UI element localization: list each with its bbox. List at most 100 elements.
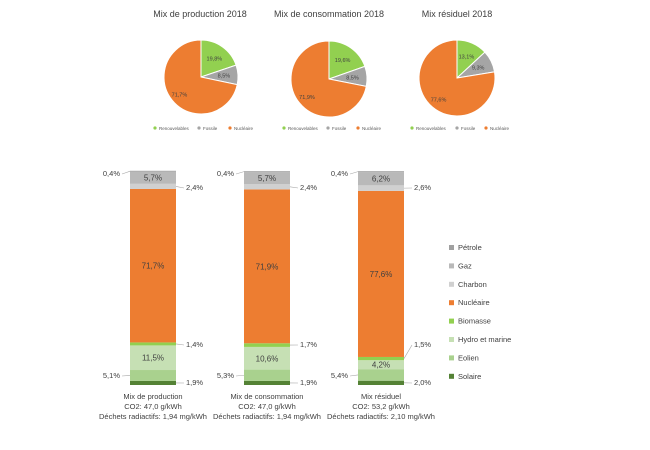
pie-slice-nuclaire: [163, 39, 238, 115]
bar-segment-gaz: [358, 172, 404, 186]
legend-marker: [282, 126, 286, 130]
legend-marker: [153, 126, 157, 130]
pie-slice-label: 8,5%: [218, 74, 231, 80]
bar-data-label: 1,9%: [186, 378, 203, 387]
legend-marker: [228, 126, 232, 130]
legend-swatch-hydro: [449, 337, 454, 342]
leader-line: [235, 374, 245, 377]
bar-segment-biomasse: [358, 356, 404, 361]
bar-data-label: 0,4%: [217, 169, 234, 178]
bar-segment-hydro: [244, 346, 290, 370]
bar-segment-charbon: [244, 184, 290, 190]
legend-entry: Charbon: [458, 280, 487, 289]
pie-slice-label: 19,6%: [335, 58, 351, 64]
leader-line: [349, 171, 359, 175]
pie-legend-entry: Nucléaire: [234, 126, 254, 131]
leader-line: [289, 186, 299, 189]
category-label: CO2: 53,2 g/kWh: [352, 402, 410, 411]
bar-segment-nucleaire: [358, 190, 404, 357]
bar-data-label: 5,4%: [331, 371, 348, 380]
bar-data-label: 1,9%: [300, 378, 317, 387]
bar-data-label: 2,4%: [186, 183, 203, 192]
leader-line: [403, 344, 413, 359]
legend-entry: Solaire: [458, 372, 481, 381]
bar-data-label: 1,7%: [300, 340, 317, 349]
legend-marker: [484, 126, 488, 130]
bar-data-label: 2,0%: [414, 378, 431, 387]
leader-line: [175, 343, 185, 346]
pie-legend-entry: Renouvelables: [416, 126, 447, 131]
bar-data-label: 71,9%: [256, 262, 279, 271]
bar-segment-nucleaire: [130, 188, 176, 343]
pie-slice-nuclaire: [418, 39, 496, 117]
pie-slice-label: 77,6%: [431, 98, 447, 104]
bar-segment-eolien: [130, 370, 176, 381]
category-label: Déchets radiactifs: 1,94 mg/kWh: [99, 412, 207, 421]
leader-line: [349, 374, 359, 377]
legend-marker: [410, 126, 414, 130]
leader-line: [175, 186, 185, 189]
legend-marker: [455, 126, 459, 130]
bar-data-label: 1,5%: [414, 340, 431, 349]
bar-segment-gaz: [130, 171, 176, 184]
legend-swatch-nucleaire: [449, 300, 454, 306]
legend-swatch-charbon: [449, 281, 454, 287]
pie-legend-entry: Renouvelables: [288, 126, 319, 131]
pie-slice-label: 13,1%: [459, 54, 475, 60]
leader-line: [121, 170, 131, 175]
bar-segment-hydro: [130, 345, 176, 371]
bar-segment-gaz: [244, 172, 290, 185]
pie-legend-entry: Nucléaire: [490, 126, 510, 131]
bar-data-label: 11,5%: [142, 354, 164, 363]
pie-legend-entry: Renouvelables: [159, 126, 190, 131]
stacked-bar-chart: 1,9% 5,1% 11,5% 1,4% 71,7% 2,4% 5,7% 0,4% Mix de…: [99, 169, 511, 421]
legend-swatch-petrole: [449, 245, 454, 250]
legend-entry: Hydro et marine: [458, 335, 511, 344]
bar-segment-eolien: [244, 369, 290, 381]
bar-segment-petrole: [358, 171, 404, 173]
pie-title: Mix résiduel 2018: [422, 9, 493, 19]
bar-segment-solaire: [244, 380, 290, 385]
category-label: Mix résiduel: [361, 392, 401, 401]
pie-slice-label: 71,9%: [299, 95, 315, 101]
bar-segment-solaire: [358, 380, 404, 385]
bar-segment-solaire: [130, 380, 176, 385]
pie-legend-entry: Nucléaire: [362, 126, 382, 131]
category-label: Déchets radiactifs: 2,10 mg/kWh: [327, 412, 435, 421]
bar-segment-charbon: [130, 183, 176, 189]
pie-chart-3: Mix résiduel 2018 13,1% 9,3% 77,6% Renouvela…: [410, 9, 510, 131]
pie-legend-entry: Fossile: [332, 126, 347, 131]
bar-segment-biomasse: [244, 343, 290, 347]
bar-segment-petrole: [244, 171, 290, 173]
legend-swatch-solaire: [449, 373, 454, 379]
pie-legend-entry: Fossile: [461, 126, 476, 131]
bar-segment-nucleaire: [244, 189, 290, 344]
pie-title: Mix de consommation 2018: [274, 9, 384, 19]
leader-line: [235, 171, 245, 175]
bar-data-label: 77,6%: [370, 270, 393, 279]
category-label: CO2: 47,0 g/kWh: [238, 402, 296, 411]
legend-swatch-biomasse: [449, 318, 454, 324]
bar-data-label: 6,2%: [372, 175, 390, 184]
bar-data-label: 2,4%: [300, 183, 317, 192]
legend-entry: Pétrole: [458, 243, 482, 252]
bar-data-label: 5,1%: [103, 371, 120, 380]
legend-entry: Nucléaire: [458, 298, 490, 307]
pie-slice-nuclaire: [290, 40, 367, 118]
bar-segment-hydro: [358, 360, 404, 370]
bar-data-label: 4,2%: [372, 361, 390, 370]
bar-data-label: 0,4%: [103, 169, 120, 178]
pie-slice-label: 19,8%: [207, 56, 223, 62]
legend-marker: [356, 126, 360, 130]
legend-swatch-eolien: [449, 355, 454, 361]
bar-data-label: 71,7%: [142, 262, 165, 271]
legend-entry: Biomasse: [458, 317, 491, 326]
category-label: Mix de production: [123, 392, 182, 401]
pie-slice-label: 9,3%: [472, 66, 485, 72]
legend-entry: Gaz: [458, 261, 472, 270]
bar-data-label: 0,4%: [331, 169, 348, 178]
leader-line: [121, 375, 131, 377]
bar-segment-eolien: [358, 369, 404, 381]
pie-slice-label: 71,7%: [172, 92, 188, 98]
bar-data-label: 5,7%: [144, 174, 162, 183]
